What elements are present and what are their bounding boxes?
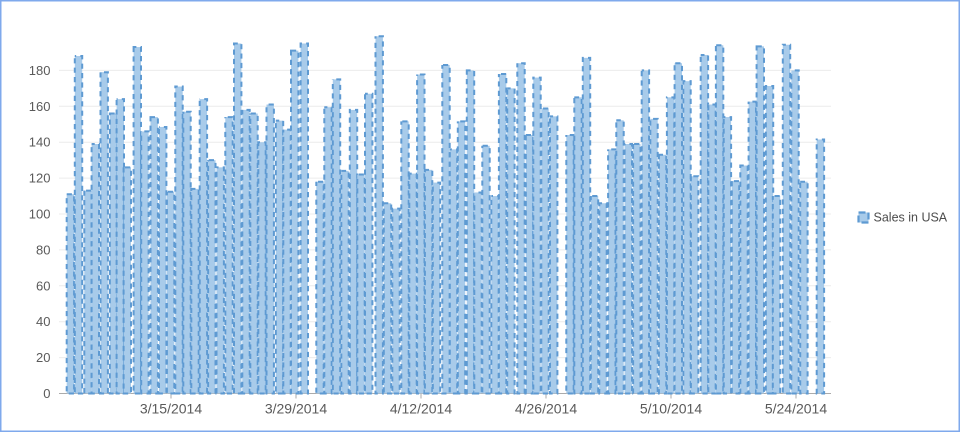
svg-text:80: 80	[36, 242, 50, 257]
svg-text:20: 20	[36, 350, 50, 365]
svg-text:3/15/2014: 3/15/2014	[140, 401, 202, 417]
svg-text:160: 160	[29, 99, 51, 114]
svg-text:0: 0	[43, 386, 50, 401]
svg-text:140: 140	[29, 135, 51, 150]
svg-text:120: 120	[29, 171, 51, 186]
svg-text:60: 60	[36, 278, 50, 293]
svg-text:5/10/2014: 5/10/2014	[640, 401, 702, 417]
svg-text:4/12/2014: 4/12/2014	[390, 401, 452, 417]
svg-text:180: 180	[29, 63, 51, 78]
svg-text:40: 40	[36, 314, 50, 329]
svg-text:5/24/2014: 5/24/2014	[765, 401, 827, 417]
svg-text:100: 100	[29, 207, 51, 222]
svg-text:4/26/2014: 4/26/2014	[515, 401, 577, 417]
svg-text:Sales in USA: Sales in USA	[874, 211, 948, 225]
svg-text:3/29/2014: 3/29/2014	[265, 401, 327, 417]
